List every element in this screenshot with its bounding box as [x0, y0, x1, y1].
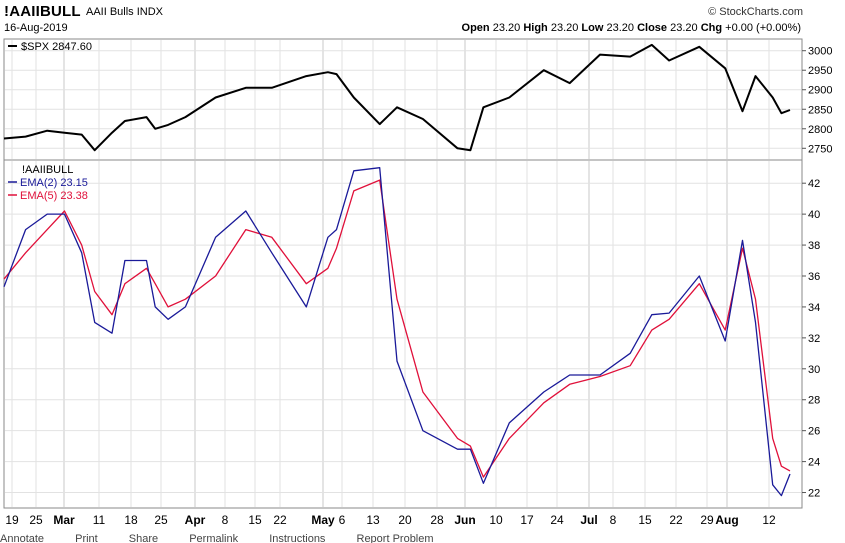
x-axis-tick-label: Apr: [185, 513, 206, 527]
open-label: Open: [461, 22, 490, 34]
x-axis-tick-label: 15: [638, 513, 652, 527]
aaii-ytick-label: 38: [808, 240, 820, 252]
spx-series-line-0: [3, 43, 791, 152]
instructions-link[interactable]: Instructions: [269, 533, 326, 543]
report-problem-link[interactable]: Report Problem: [356, 533, 434, 543]
spx-ytick-label: 2950: [808, 65, 832, 77]
x-axis-tick-label: 10: [489, 513, 503, 527]
x-axis-tick-label: Mar: [53, 513, 75, 527]
x-axis-tick-label: May: [311, 513, 335, 527]
permalink-link[interactable]: Permalink: [189, 533, 239, 543]
x-axis-tick-label: 8: [610, 513, 617, 527]
symbol-label: !AAIIBULL: [4, 3, 81, 20]
x-axis-tick-label: Aug: [715, 513, 738, 527]
spx-ytick-label: 2850: [808, 104, 832, 116]
x-axis-tick-label: Jun: [454, 513, 475, 527]
spx-ytick-label: 2800: [808, 124, 832, 136]
aaii-legend-label: EMA(5) 23.38: [20, 190, 88, 202]
share-link[interactable]: Share: [128, 533, 159, 543]
low-value: 23.20: [606, 22, 635, 34]
x-axis-tick-label: 22: [273, 513, 287, 527]
aaii-ytick-label: 24: [808, 457, 820, 469]
x-axis-tick-label: 29: [700, 513, 714, 527]
x-axis-tick-label: 6: [339, 513, 346, 527]
spx-legend-label: $SPX 2847.60: [21, 41, 92, 53]
chg-label: Chg: [700, 22, 723, 34]
high-value: 23.20: [550, 22, 579, 34]
aaii-ytick-label: 28: [808, 395, 820, 407]
aaii-ytick-label: 30: [808, 364, 820, 376]
aaii-ytick-label: 40: [808, 209, 820, 221]
aaii-ytick-label: 36: [808, 271, 820, 283]
x-axis-tick-label: 25: [29, 513, 43, 527]
x-axis-tick-label: 24: [550, 513, 564, 527]
aaii-panel-title: !AAIIBULL: [22, 164, 73, 176]
close-label: Close: [637, 22, 668, 34]
x-axis-tick-label: 22: [669, 513, 683, 527]
x-axis-tick-label: 12: [762, 513, 776, 527]
chg-value: +0.00 (+0.00%): [725, 22, 801, 34]
ohlc-readout: Open 23.20 High 23.20 Low 23.20 Close 23…: [462, 22, 801, 34]
x-axis-tick-label: 20: [398, 513, 412, 527]
chart-date: 16-Aug-2019: [4, 22, 68, 34]
aaii-ytick-label: 34: [808, 302, 820, 314]
aaii-ytick-label: 22: [808, 488, 820, 500]
open-value: 23.20: [492, 22, 521, 34]
x-axis-tick-label: 15: [248, 513, 262, 527]
brand-link[interactable]: © StockCharts.com: [708, 6, 803, 18]
spx-ytick-label: 2900: [808, 85, 832, 97]
x-axis-tick-label: 18: [124, 513, 138, 527]
x-axis-tick-label: 17: [520, 513, 534, 527]
low-label: Low: [581, 22, 604, 34]
high-label: High: [523, 22, 548, 34]
spx-panel-frame: [3, 38, 803, 161]
chart-toolbar: Annotate Print Share Permalink Instructi…: [0, 533, 845, 543]
print-link[interactable]: Print: [75, 533, 98, 543]
aaii-legend-label: EMA(2) 23.15: [20, 177, 88, 189]
close-value: 23.20: [670, 22, 698, 34]
symbol-description: AAII Bulls INDX: [86, 6, 164, 18]
x-axis-tick-label: 13: [366, 513, 380, 527]
aaii-ytick-label: 32: [808, 333, 820, 345]
x-axis-tick-label: 11: [93, 513, 106, 527]
x-axis-tick-label: Jul: [580, 513, 597, 527]
x-axis-tick-label: 28: [430, 513, 444, 527]
spx-ytick-label: 2750: [808, 143, 832, 155]
spx-ytick-label: 3000: [808, 46, 832, 58]
x-axis-tick-label: 25: [154, 513, 168, 527]
x-axis-tick-label: 19: [5, 513, 19, 527]
annotate-link[interactable]: Annotate: [0, 533, 45, 543]
x-axis-tick-label: 8: [222, 513, 229, 527]
aaii-panel-frame: [3, 159, 803, 509]
aaii-series-line-1: [3, 167, 791, 497]
aaii-ytick-label: 26: [808, 426, 820, 438]
aaii-ytick-label: 42: [808, 178, 820, 190]
chart-header: !AAIIBULL AAII Bulls INDX 16-Aug-2019 © …: [0, 0, 845, 38]
aaii-series-line-0: [3, 179, 791, 478]
